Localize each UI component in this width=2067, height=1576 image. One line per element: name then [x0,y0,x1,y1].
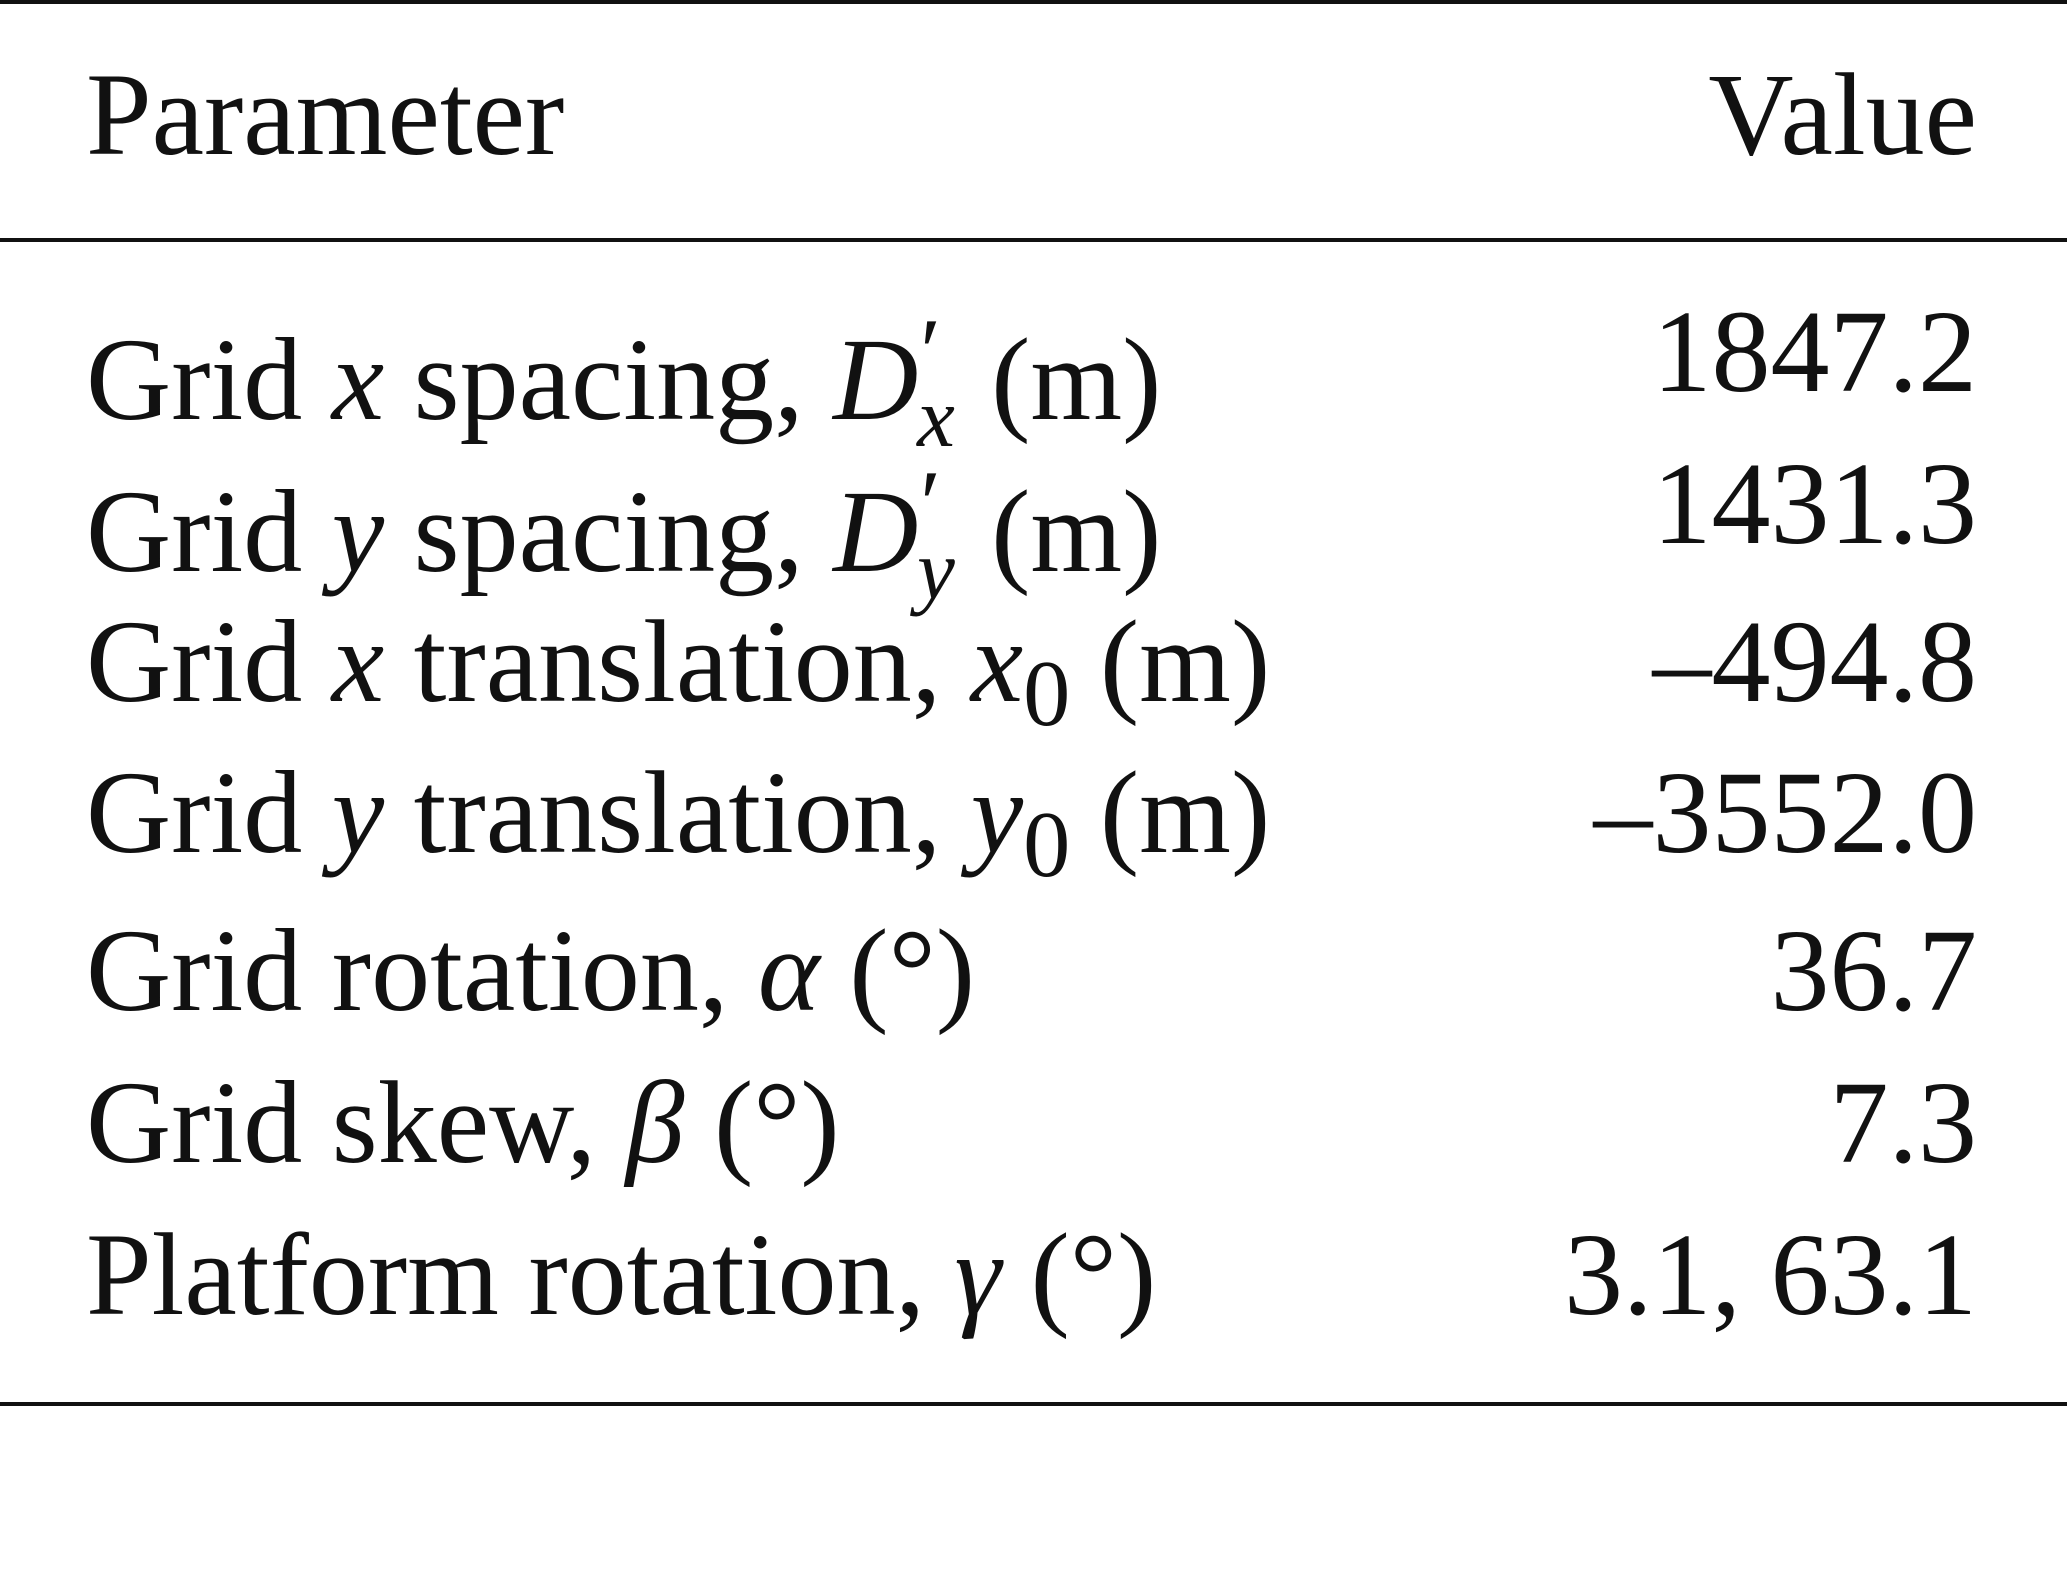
parameter-cell: Platform rotation, γ (°) [86,1216,1156,1334]
header-rule [0,238,2067,242]
symbol: x [331,313,385,445]
text: (m) [1070,596,1271,727]
prime: ′ [920,300,941,404]
text: Grid [86,313,332,445]
page: Parameter Value Grid x spacing, D′x (m) … [0,0,2067,1408]
text: (°) [819,905,976,1036]
prime: ′ [920,452,941,556]
table-row: Grid rotation, α (°) 36.7 [86,912,1977,1062]
text: Grid [86,747,332,878]
symbol: β [625,1057,685,1188]
value-cell: 1847.2 [1652,286,1978,417]
symbol: γ [954,1209,1001,1340]
value-cell: 1431.3 [1652,438,1978,569]
symbol: y [970,747,1024,878]
symbol: α [757,905,820,1036]
bottom-rule [0,1402,2067,1406]
header-cell: Parameter [86,49,565,180]
parameter-cell: Grid y spacing, D′y (m) [86,445,1161,629]
text: Grid rotation, [86,905,758,1036]
text: (°) [684,1057,840,1188]
table-row: Grid y translation, y0 (m) –3552.0 [86,754,1977,904]
text: spacing, [384,465,834,597]
text: translation, [384,596,971,727]
subscript: y [917,523,955,618]
value-cell: –3552.0 [1593,747,1978,878]
parameter-cell: Grid y translation, y0 (m) [86,754,1270,904]
text: Grid skew, [86,1057,626,1188]
symbol: x [331,596,385,727]
parameter-cell: Grid x spacing, D′x (m) [86,293,1161,477]
table-row: Grid y spacing, D′y (m) 1431.3 [86,438,1978,618]
value-cell: –494.8 [1652,596,1978,727]
subscript: 0 [1023,641,1071,746]
value-cell: 3.1, 63.1 [1564,1209,1977,1340]
symbol: D [833,313,919,445]
text: (m) [1070,747,1271,878]
header-cell: Value [1708,49,1977,180]
symbol: y [331,465,385,597]
text: Grid [86,465,332,597]
text: Platform rotation, [86,1209,955,1340]
text: translation, [384,747,971,878]
table-row: Grid skew, β (°) 7.3 [86,1064,1977,1214]
table-row: Grid x spacing, D′x (m) 1847.2 [86,286,1978,466]
subscript: x [917,371,955,466]
value-cell: 7.3 [1829,1057,1978,1188]
symbol: y [331,747,385,878]
text: spacing, [384,313,834,445]
parameter-cell: Grid skew, β (°) [86,1064,840,1182]
symbol: x [970,596,1024,727]
subscript: 0 [1023,792,1071,897]
top-rule [0,0,2067,4]
header-row: Parameter Value [86,56,1977,206]
symbol: D [833,465,919,597]
text: (°) [1000,1209,1157,1340]
text: (m) [961,313,1162,445]
text: (m) [961,465,1162,597]
table-row: Platform rotation, γ (°) 3.1, 63.1 [86,1216,1977,1366]
text: Grid [86,596,332,727]
parameter-cell: Grid rotation, α (°) [86,912,975,1030]
table-row: Grid x translation, x0 (m) –494.8 [86,603,1977,753]
parameter-cell: Grid x translation, x0 (m) [86,603,1270,753]
value-cell: 36.7 [1770,905,1978,1036]
